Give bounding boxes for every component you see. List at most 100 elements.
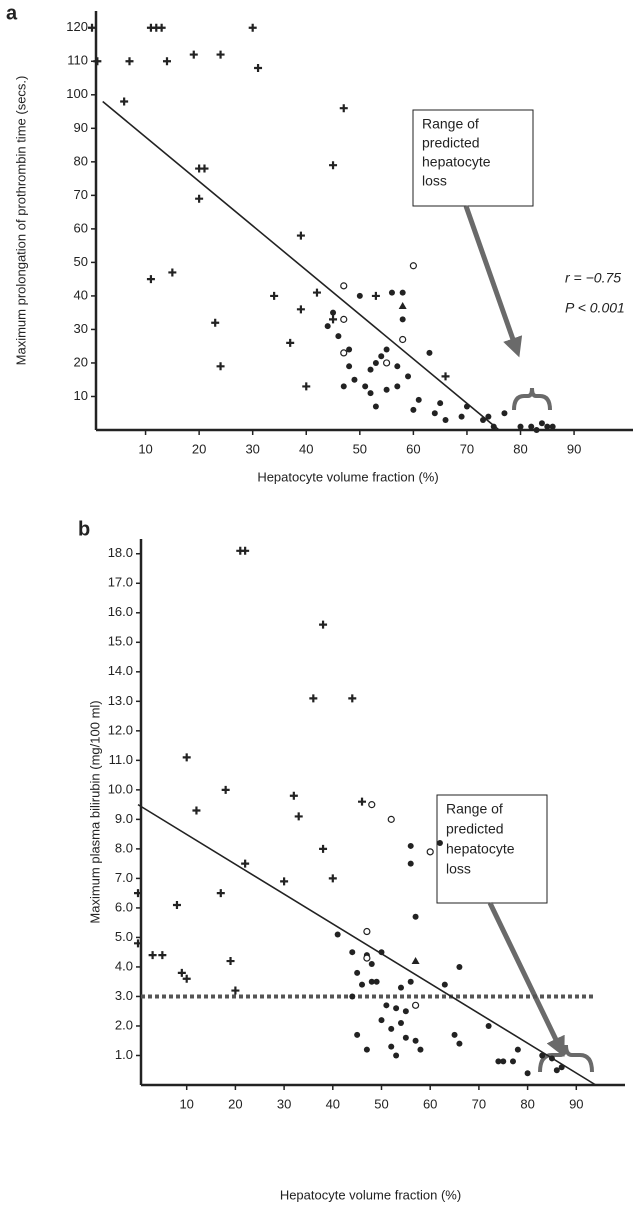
point-dot: [495, 1058, 502, 1065]
point-triangle: [398, 301, 407, 309]
point-dot: [373, 978, 380, 985]
point-plus: [270, 291, 279, 300]
point-dot: [524, 1070, 531, 1077]
y-tick-label: 7.0: [115, 870, 133, 885]
point-plus: [289, 791, 298, 800]
point-plus: [296, 231, 305, 240]
point-plus: [348, 694, 357, 703]
point-plus: [216, 889, 225, 898]
point-dot: [458, 413, 465, 420]
point-dot: [456, 963, 463, 970]
point-plus: [88, 23, 96, 32]
point-dot: [324, 323, 331, 330]
point-plus: [157, 23, 166, 32]
point-dot: [514, 1046, 521, 1053]
point-dot: [394, 363, 401, 370]
point-plus: [162, 57, 171, 66]
point-dot: [367, 390, 374, 397]
y-tick-label: 100: [66, 86, 88, 101]
point-dot: [412, 913, 419, 920]
point-dot: [388, 1043, 395, 1050]
point-dot: [501, 410, 508, 417]
point-dot: [393, 1052, 400, 1059]
annotation-text: predicted: [446, 821, 504, 837]
point-plus: [231, 986, 240, 995]
point-dot: [362, 383, 369, 390]
point-dot: [538, 420, 545, 427]
arrow: [463, 205, 523, 358]
point-plus: [125, 57, 134, 66]
annotation-text: Range of: [422, 116, 479, 132]
x-axis-label: Hepatocyte volume fraction (%): [280, 1187, 461, 1202]
point-plus: [226, 957, 235, 966]
brace: [538, 1044, 594, 1073]
point-dot: [383, 346, 390, 353]
x-tick-label: 80: [520, 1096, 534, 1111]
point-plus: [319, 620, 328, 629]
y-tick-label: 20: [74, 354, 88, 369]
point-plus: [93, 57, 102, 66]
point-dot: [509, 1058, 516, 1065]
point-plus: [120, 97, 129, 106]
point-dot: [412, 1037, 419, 1044]
y-tick-label: 70: [74, 187, 88, 202]
point-dot: [388, 289, 395, 296]
point-plus: [182, 753, 191, 762]
point-circle: [411, 1001, 420, 1009]
point-plus: [134, 939, 142, 948]
point-plus: [221, 785, 230, 794]
point-plus: [441, 372, 450, 381]
point-dot: [349, 993, 356, 1000]
point-dot: [356, 292, 363, 299]
point-plus: [294, 812, 303, 821]
point-plus: [241, 546, 250, 555]
x-tick-label: 70: [472, 1096, 486, 1111]
point-dot: [500, 1058, 507, 1065]
y-tick-label: 60: [74, 220, 88, 235]
point-dot: [372, 359, 379, 366]
point-plus: [371, 291, 380, 300]
x-tick-label: 20: [192, 441, 206, 456]
x-tick-label: 10: [138, 441, 152, 456]
annotation-text: hepatocyte: [422, 154, 491, 170]
point-dot: [354, 1031, 361, 1038]
point-circle: [409, 262, 417, 270]
stat-text: r = −0.75: [565, 270, 621, 286]
point-dot: [431, 410, 438, 417]
y-tick-label: 4.0: [115, 958, 133, 973]
point-dot: [485, 413, 492, 420]
point-dot: [437, 400, 444, 407]
y-tick-label: 110: [67, 53, 88, 68]
annotation-box: [412, 109, 534, 207]
point-plus: [195, 194, 204, 203]
point-dot: [480, 416, 487, 423]
point-dot: [334, 931, 341, 938]
point-dot: [399, 316, 406, 323]
panel-label: a: [6, 2, 18, 24]
point-plus: [329, 161, 338, 170]
point-dot: [383, 1002, 390, 1009]
point-dot: [372, 403, 379, 410]
point-plus: [146, 275, 155, 284]
point-plus: [329, 315, 338, 324]
annotation-text: hepatocyte: [446, 841, 515, 857]
point-dot: [383, 386, 390, 393]
annotation-text: predicted: [422, 135, 480, 151]
x-tick-label: 50: [353, 441, 367, 456]
y-tick-label: 13.0: [108, 693, 133, 708]
point-plus: [328, 874, 337, 883]
point-dot: [394, 383, 401, 390]
point-plus: [358, 797, 367, 806]
point-dot: [544, 423, 551, 430]
point-circle: [340, 315, 348, 323]
point-dot: [393, 1005, 400, 1012]
point-plus: [248, 23, 257, 32]
point-plus: [312, 288, 321, 297]
point-dot: [549, 423, 556, 430]
x-tick-label: 30: [277, 1096, 291, 1111]
point-dot: [436, 839, 443, 846]
point-dot: [368, 978, 375, 985]
annotation-text: Range of: [446, 801, 503, 817]
point-plus: [172, 900, 181, 909]
